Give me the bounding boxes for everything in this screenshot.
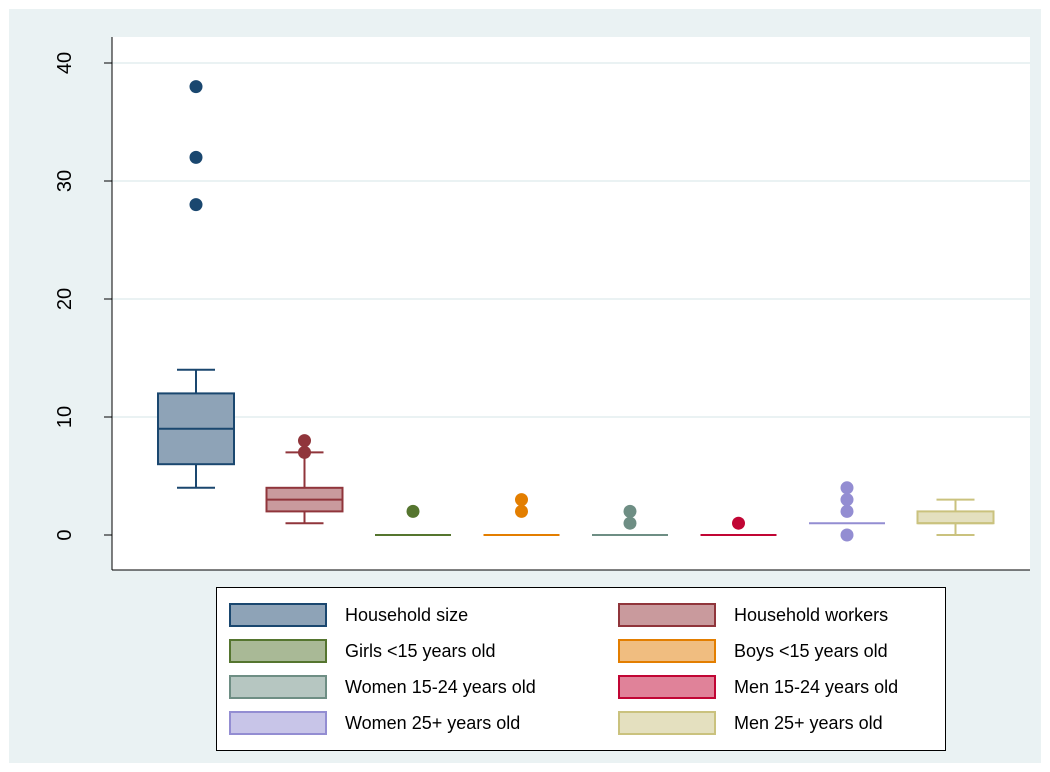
- legend-item: Women 15-24 years old: [229, 672, 536, 702]
- y-tick-label: 10: [54, 406, 76, 428]
- box-plot: 0 10 20 30 40: [54, 37, 1030, 571]
- box-5: [700, 516, 777, 536]
- box-1: [265, 434, 344, 525]
- legend-item: Household size: [229, 600, 468, 630]
- y-tick-label: 40: [54, 52, 76, 74]
- outlier-point: [623, 516, 637, 530]
- outlier-point: [840, 493, 854, 507]
- outlier-point: [840, 528, 854, 542]
- box-3: [483, 493, 560, 536]
- grid-lines: [112, 62, 1030, 418]
- legend-label: Men 25+ years old: [734, 712, 883, 733]
- box-6: [809, 481, 885, 542]
- box-7: [916, 498, 995, 536]
- legend-item: Women 25+ years old: [229, 708, 520, 738]
- outlier-point: [623, 504, 637, 518]
- legend-item: Girls <15 years old: [229, 636, 496, 666]
- legend-swatch: [229, 639, 327, 663]
- outlier-point: [515, 504, 528, 518]
- legend-item: Boys <15 years old: [618, 636, 888, 666]
- legend-swatch: [618, 639, 716, 663]
- y-tick-label: 0: [54, 529, 76, 540]
- legend-item: Men 15-24 years old: [618, 672, 898, 702]
- y-tick-label: 30: [54, 170, 76, 192]
- outlier-point: [840, 481, 854, 495]
- outlier-point: [298, 434, 311, 448]
- legend-item: Household workers: [618, 600, 888, 630]
- outlier-point: [189, 150, 203, 164]
- legend-label: Household size: [345, 604, 469, 625]
- legend-label: Household workers: [734, 604, 889, 625]
- legend-label: Boys <15 years old: [734, 640, 888, 661]
- box-body: [916, 510, 995, 525]
- chart-background: 0 10 20 30 40 Household size Household worker…: [9, 9, 1041, 763]
- outlier-point: [732, 516, 745, 530]
- legend-swatch: [618, 603, 716, 627]
- legend-label: Girls <15 years old: [345, 640, 496, 661]
- legend: Household size Household workers Girls <15…: [216, 587, 946, 751]
- legend-swatch: [229, 603, 327, 627]
- legend-label: Women 15-24 years old: [345, 676, 536, 697]
- boxes: [157, 80, 995, 542]
- legend-label: Men 15-24 years old: [734, 676, 899, 697]
- outlier-point: [840, 504, 854, 518]
- legend-swatch: [618, 675, 716, 699]
- legend-item: Men 25+ years old: [618, 708, 883, 738]
- legend-swatch: [229, 675, 327, 699]
- outlier-point: [298, 445, 311, 459]
- box-2: [375, 504, 451, 536]
- outlier-point: [189, 80, 203, 94]
- outlier-point: [406, 504, 420, 518]
- legend-swatch: [229, 711, 327, 735]
- legend-swatch: [618, 711, 716, 735]
- box-0: [157, 80, 235, 489]
- y-tick-label: 20: [54, 288, 76, 310]
- outlier-point: [189, 198, 203, 212]
- box-4: [592, 504, 668, 536]
- outlier-point: [515, 493, 528, 507]
- y-axis: 0 10 20 30 40: [54, 37, 1030, 571]
- legend-label: Women 25+ years old: [345, 712, 521, 733]
- plot-area: [112, 37, 1030, 570]
